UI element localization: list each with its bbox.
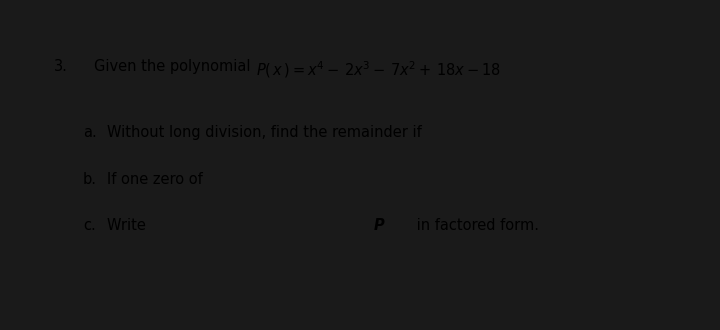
Text: b.: b. xyxy=(83,172,96,186)
Text: in factored form.: in factored form. xyxy=(412,218,539,233)
Text: If one zero of: If one zero of xyxy=(107,172,207,186)
Text: a.: a. xyxy=(83,125,96,140)
Text: $P(\,x\,) =x^4-\,2x^3-\,7x^2+\,18x-18$: $P(\,x\,) =x^4-\,2x^3-\,7x^2+\,18x-18$ xyxy=(256,59,500,80)
Text: 3.: 3. xyxy=(54,59,68,74)
Text: P: P xyxy=(374,218,385,233)
Text: Without long division, find the remainder if: Without long division, find the remainde… xyxy=(107,125,426,140)
Text: c.: c. xyxy=(83,218,96,233)
Text: Write: Write xyxy=(107,218,150,233)
Text: Given the polynomial: Given the polynomial xyxy=(94,59,255,74)
